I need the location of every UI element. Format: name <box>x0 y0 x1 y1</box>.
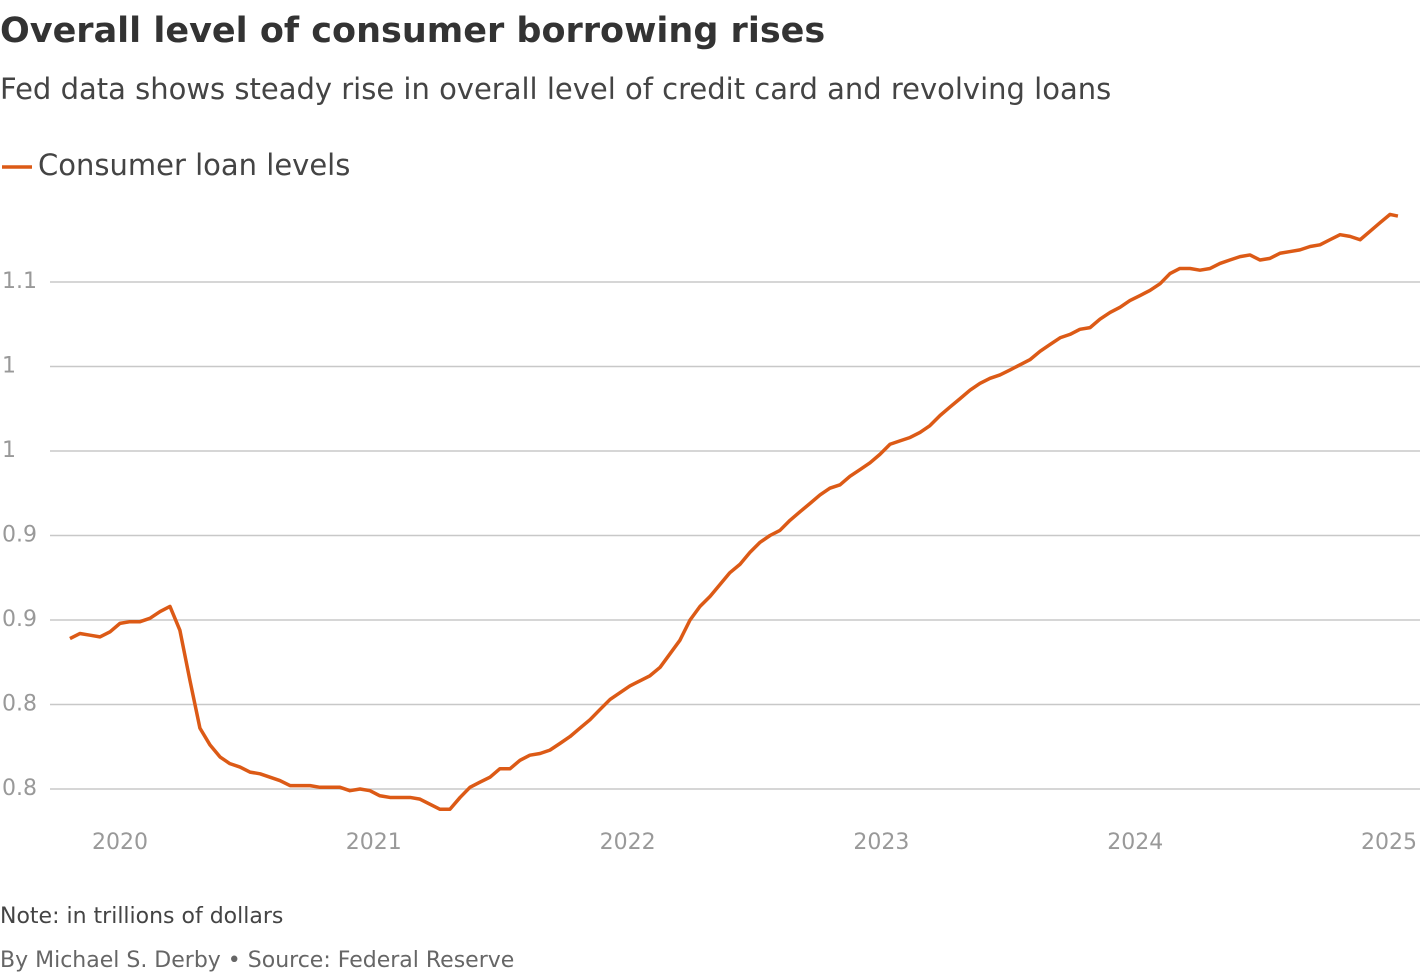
y-tick-label: 1 <box>2 354 16 379</box>
y-tick-label: 0.9 <box>2 607 37 632</box>
y-tick-label: 0.8 <box>2 776 37 801</box>
note: Note: in trillions of dollars <box>0 904 283 929</box>
y-tick-label: 1.1 <box>2 269 37 294</box>
x-tick-label: 2022 <box>600 830 656 855</box>
data-line <box>69 212 1399 812</box>
y-tick-label: 1 <box>2 438 16 463</box>
byline: By Michael S. Derby • Source: Federal Re… <box>0 948 514 973</box>
y-tick-label: 0.9 <box>2 523 37 548</box>
y-tick-label: 0.8 <box>2 692 37 717</box>
x-tick-label: 2024 <box>1107 830 1163 855</box>
x-tick-label: 2021 <box>346 830 402 855</box>
chart-title: Overall level of consumer borrowing rise… <box>0 11 825 51</box>
chart-subtitle: Fed data shows steady rise in overall le… <box>0 72 1111 106</box>
x-tick-label: 2023 <box>853 830 909 855</box>
x-tick-label: 2025 <box>1361 830 1417 855</box>
legend-label: Consumer loan levels <box>38 148 350 182</box>
x-tick-label: 2020 <box>92 830 148 855</box>
